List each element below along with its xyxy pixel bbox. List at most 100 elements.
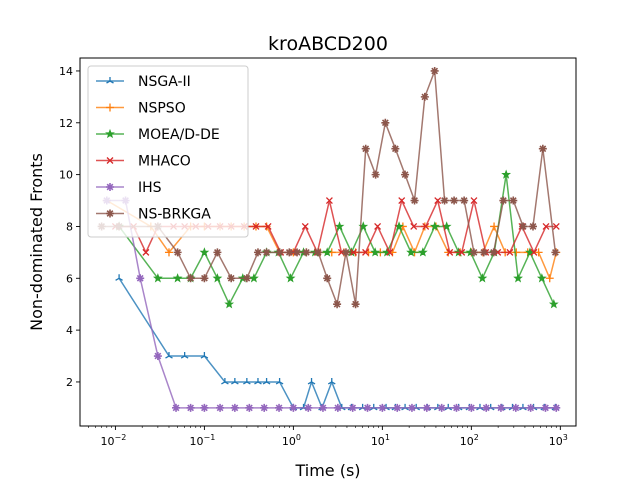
data-point-moea-d-de xyxy=(417,247,428,257)
data-point-ihs xyxy=(552,403,561,412)
data-point-moea-d-de xyxy=(285,273,296,283)
legend-label: IHS xyxy=(138,180,162,196)
legend-box xyxy=(87,65,249,238)
data-point-ihs xyxy=(289,403,298,412)
y-tick-label: 4 xyxy=(66,324,73,337)
legend-entry-nspso: NSPSO xyxy=(96,101,186,117)
data-point-nspso xyxy=(534,248,543,257)
data-point-mhaco xyxy=(506,248,514,256)
data-point-ihs xyxy=(260,403,269,412)
data-point-ns-brkga xyxy=(410,196,419,205)
data-point-ihs xyxy=(393,403,402,412)
legend-marker xyxy=(106,183,114,191)
data-point-ns-brkga xyxy=(420,92,429,101)
data-point-moea-d-de xyxy=(334,221,345,231)
data-point-nsga-ii xyxy=(221,377,229,385)
data-point-ns-brkga xyxy=(285,248,294,257)
data-point-nsga-ii xyxy=(254,377,262,385)
data-point-ihs xyxy=(172,403,181,412)
series-line-ns-brkga xyxy=(101,70,557,308)
data-point-ihs xyxy=(407,403,416,412)
y-tick-label: 2 xyxy=(66,376,73,389)
x-axis-label: Time (s) xyxy=(294,461,360,480)
data-point-ihs xyxy=(318,403,327,412)
legend-label: NS-BRKGA xyxy=(138,207,211,223)
x-tick-label: 101 xyxy=(371,433,390,448)
data-point-ihs xyxy=(482,403,491,412)
x-tick-label: 10−1 xyxy=(189,433,215,448)
legend-marker xyxy=(106,103,114,112)
data-point-ns-brkga xyxy=(314,248,323,257)
data-point-mhaco xyxy=(362,248,369,256)
data-point-nsga-ii xyxy=(115,274,123,281)
data-point-ns-brkga xyxy=(381,118,390,127)
legend-label: MHACO xyxy=(138,154,191,170)
data-point-nsga-ii xyxy=(262,377,271,385)
x-tick-label: 100 xyxy=(282,433,301,448)
data-point-moea-d-de xyxy=(199,247,210,257)
data-point-ns-brkga xyxy=(302,248,311,257)
data-point-ihs xyxy=(304,403,313,412)
y-tick-label: 8 xyxy=(66,220,73,233)
data-point-ihs xyxy=(467,403,476,412)
data-point-ns-brkga xyxy=(341,248,350,257)
legend-marker xyxy=(106,209,114,218)
legend-label: NSGA-II xyxy=(138,74,191,90)
data-point-nsga-ii xyxy=(243,377,251,385)
data-point-mhaco xyxy=(458,248,466,256)
data-point-ns-brkga xyxy=(333,300,342,309)
y-tick-label: 14 xyxy=(59,65,73,78)
data-point-ihs xyxy=(186,403,195,412)
y-tick-label: 6 xyxy=(66,272,73,285)
data-point-ns-brkga xyxy=(227,274,236,283)
data-point-moea-d-de xyxy=(212,273,223,283)
data-point-moea-d-de xyxy=(406,247,416,257)
data-point-ihs xyxy=(230,403,239,412)
data-point-ns-brkga xyxy=(371,170,380,179)
data-point-mhaco xyxy=(252,222,260,230)
data-point-ihs xyxy=(526,403,535,412)
data-point-moea-d-de xyxy=(249,273,259,283)
data-point-ihs xyxy=(511,403,520,412)
data-point-nsga-ii xyxy=(275,377,284,385)
data-point-mhaco xyxy=(530,248,538,256)
data-point-ns-brkga xyxy=(262,248,271,257)
series-ihs xyxy=(102,196,561,412)
x-tick-label: 10−2 xyxy=(101,433,127,448)
legend: NSGA-II NSPSO MOEA/D-DE MHACO IHS NS-BRKGA xyxy=(87,65,249,238)
legend-marker xyxy=(106,157,114,164)
series-ns-brkga xyxy=(97,66,560,309)
data-point-mhaco xyxy=(386,248,394,256)
data-point-ihs xyxy=(333,403,342,412)
x-tick-label: 102 xyxy=(460,433,479,448)
data-point-ihs xyxy=(216,403,225,412)
y-axis-label: Non-dominated Fronts xyxy=(27,153,46,331)
data-point-moea-d-de xyxy=(224,299,235,309)
data-point-ns-brkga xyxy=(440,196,449,205)
data-point-ihs xyxy=(541,403,550,412)
y-axis: 2 4 6 8 10 12 14 xyxy=(59,65,80,389)
data-point-mhaco xyxy=(142,248,150,256)
data-point-moea-d-de xyxy=(370,247,381,257)
data-point-mhaco xyxy=(542,222,550,230)
data-point-mhaco xyxy=(552,222,560,230)
data-point-nsga-ii xyxy=(165,352,173,359)
data-point-ns-brkga xyxy=(275,248,284,257)
data-point-nspso xyxy=(490,222,499,231)
legend-entry-ihs: IHS xyxy=(96,180,162,196)
data-point-nspso xyxy=(164,248,173,257)
data-point-ns-brkga xyxy=(391,144,400,153)
legend-label: MOEA/D-DE xyxy=(138,127,220,143)
data-point-ns-brkga xyxy=(509,196,518,205)
data-point-moea-d-de xyxy=(429,221,440,231)
data-point-mhaco xyxy=(264,222,272,230)
x-tick-label: 103 xyxy=(549,433,568,448)
data-point-mhaco xyxy=(446,248,454,256)
data-point-mhaco xyxy=(350,248,357,256)
data-point-ihs xyxy=(275,403,284,412)
data-point-ihs xyxy=(378,403,387,412)
data-point-mhaco xyxy=(410,222,418,230)
legend-label: NSPSO xyxy=(138,101,186,117)
data-point-nsga-ii xyxy=(231,377,239,385)
data-point-ns-brkga xyxy=(519,222,528,231)
